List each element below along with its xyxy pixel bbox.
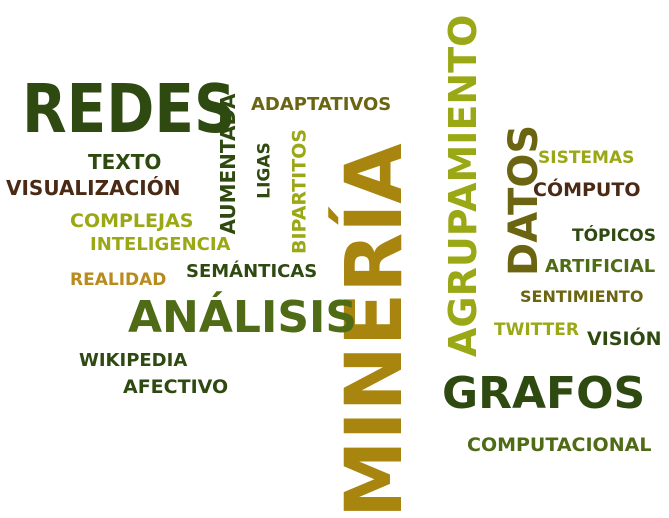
word-sistemas: SISTEMAS bbox=[538, 148, 635, 168]
word-computacional: COMPUTACIONAL bbox=[467, 434, 652, 456]
word-adaptativos: ADAPTATIVOS bbox=[251, 94, 392, 115]
word-afectivo: AFECTIVO bbox=[123, 376, 229, 398]
word-complejas: COMPLEJAS bbox=[70, 210, 194, 232]
word-ligas: LIGAS bbox=[254, 142, 275, 199]
word-computo: CÓMPUTO bbox=[533, 179, 641, 201]
word-visualizacion: VISUALIZACIÓN bbox=[6, 176, 181, 200]
word-bipartitos: BIPARTITOS bbox=[288, 128, 311, 255]
word-grafos: GRAFOS bbox=[442, 368, 646, 419]
word-redes: REDES bbox=[22, 69, 236, 149]
word-agrupamiento: AGRUPAMIENTO bbox=[441, 14, 485, 357]
word-artificial: ARTIFICIAL bbox=[545, 256, 656, 277]
word-wikipedia: WIKIPEDIA bbox=[79, 350, 188, 371]
word-aumentada: AUMENTADA bbox=[216, 93, 240, 235]
word-twitter: TWITTER bbox=[494, 320, 579, 340]
word-sentimiento: SENTIMIENTO bbox=[520, 287, 644, 306]
word-inteligencia: INTELIGENCIA bbox=[90, 234, 231, 255]
word-vision: VISIÓN bbox=[587, 328, 662, 350]
word-texto: TEXTO bbox=[88, 150, 162, 174]
word-topicos: TÓPICOS bbox=[572, 226, 657, 246]
word-realidad: REALIDAD bbox=[70, 270, 167, 290]
word-analisis: ANÁLISIS bbox=[128, 292, 358, 343]
word-semanticas: SEMÁNTICAS bbox=[186, 261, 318, 282]
word-mineria: MINERÍA bbox=[330, 143, 420, 518]
